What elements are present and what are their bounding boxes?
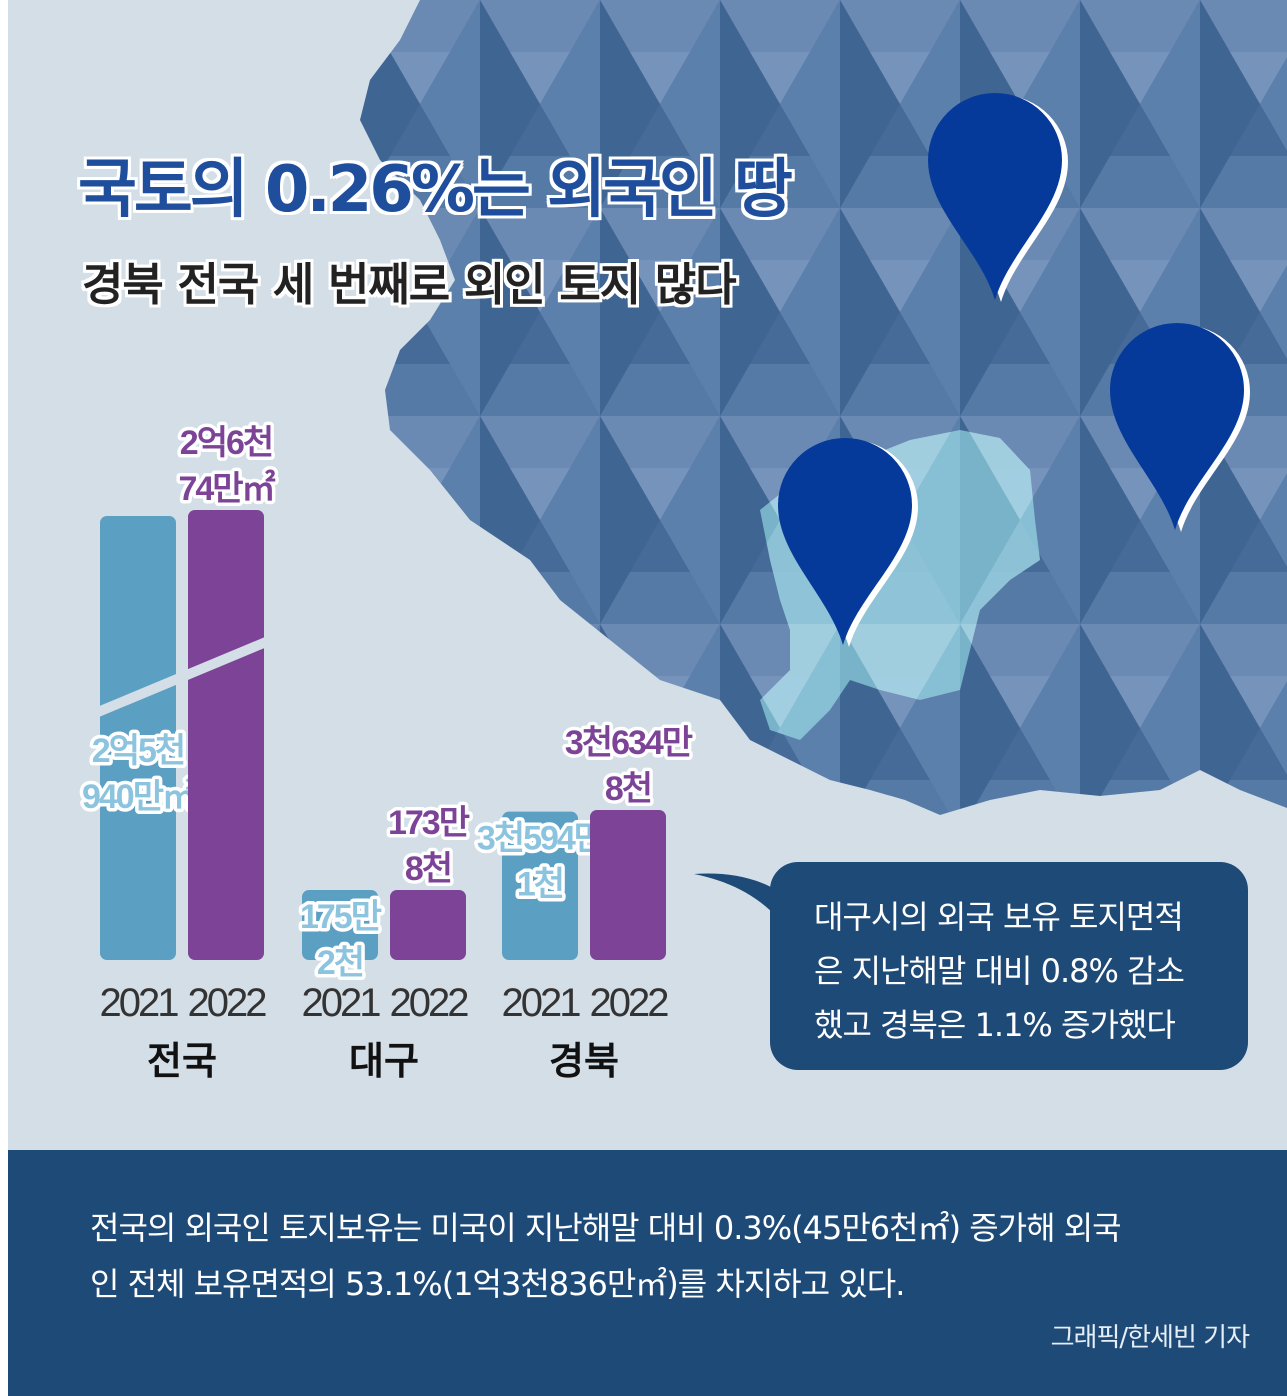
bar-value-label: 173만 [388,804,470,842]
bar-value-label: 2억6천 [180,424,272,462]
bar-2021 [100,516,176,960]
bar-value-label: 3천634만 [565,724,693,762]
bar-2022 [590,810,666,960]
bar-value-label: 3천594만 [477,820,605,858]
group-label: 대구 [349,1039,419,1083]
bar-value-label: 940만㎡ [82,777,196,816]
credit: 그래픽/한세빈 기자 [1050,1323,1250,1353]
year-tick-label: 2021 [502,981,581,1025]
footer-line: 인 전체 보유면적의 53.1%(1억3천836만㎡)를 차지하고 있다. [90,1265,905,1303]
bar-2022 [390,890,466,960]
footer-line: 전국의 외국인 토지보유는 미국이 지난해말 대비 0.3%(45만6천㎡) 증… [90,1209,1122,1247]
location-pin-icon [778,438,918,647]
bar-value-label: 175만 [300,898,382,936]
callout-line: 대구시의 외국 보유 토지면적 [814,898,1184,936]
bar-value-label: 8천 [605,770,651,808]
bar-value-label: 74만㎡ [178,469,275,508]
year-tick-label: 2022 [390,981,469,1025]
group-label: 경북 [549,1039,619,1083]
bar-2021 [502,811,578,960]
callout-box: 대구시의 외국 보유 토지면적 은 지난해말 대비 0.8% 감소 했고 경북은… [770,862,1248,1070]
page-title: 국토의 0.26%는 외국인 땅 [78,153,793,227]
group-label: 전국 [147,1039,217,1083]
callout-line: 은 지난해말 대비 0.8% 감소 [814,952,1185,990]
bar-2022 [188,510,264,960]
bar-2021 [302,890,378,960]
callout-line: 했고 경북은 1.1% 증가했다 [814,1006,1176,1044]
bar-value-label: 8천 [405,850,451,888]
bar-value-label: 2억5천 [92,732,184,770]
footer-panel: 전국의 외국인 토지보유는 미국이 지난해말 대비 0.3%(45만6천㎡) 증… [8,1150,1287,1396]
year-tick-label: 2022 [188,981,267,1025]
year-tick-label: 2021 [100,981,179,1025]
location-pin-icon [928,93,1068,302]
bar-chart: 2억5천940만㎡20212억6천74만㎡2022전국175만2천2021173… [78,421,698,1084]
bar-value-label: 2천 [317,944,363,982]
bar-value-label: 1천 [517,866,563,904]
year-tick-label: 2022 [590,981,669,1025]
speech-bubble-tail-icon [694,873,780,920]
year-tick-label: 2021 [302,981,381,1025]
page-subtitle: 경북 전국 세 번째로 외인 토지 많다 [82,258,737,311]
axis-break-mark [96,637,268,717]
location-pin-icon [1110,323,1250,532]
